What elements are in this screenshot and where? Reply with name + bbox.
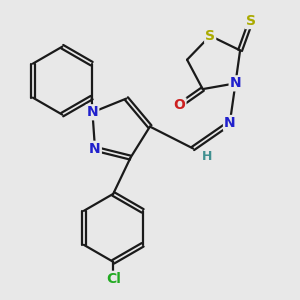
Text: N: N bbox=[230, 76, 241, 90]
Text: S: S bbox=[205, 29, 215, 43]
Text: S: S bbox=[246, 14, 256, 28]
Text: Cl: Cl bbox=[106, 272, 121, 286]
Text: H: H bbox=[202, 150, 212, 164]
Text: N: N bbox=[224, 116, 236, 130]
Text: N: N bbox=[87, 105, 98, 119]
Text: O: O bbox=[174, 98, 185, 112]
Text: N: N bbox=[89, 142, 101, 156]
